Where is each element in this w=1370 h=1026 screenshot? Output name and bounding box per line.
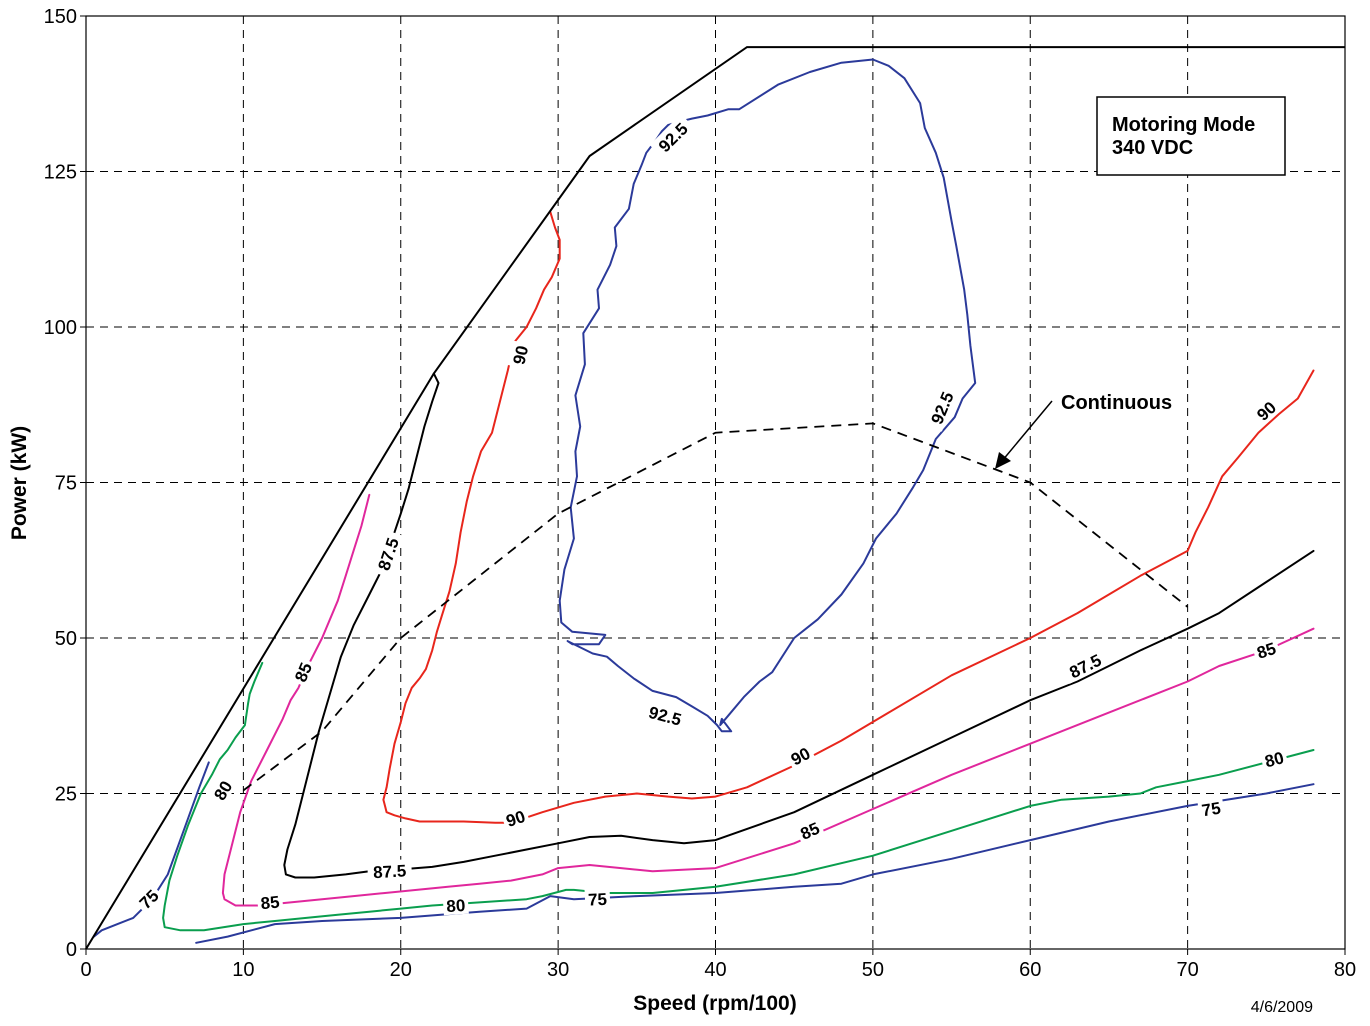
contour-label-halo xyxy=(500,803,531,831)
contour-label-halo xyxy=(370,529,404,578)
continuous-arrow-head xyxy=(995,452,1011,469)
contour-label-group-75-3: 75 xyxy=(1197,796,1225,821)
contour-label-halo xyxy=(207,774,238,806)
x-tick-label-60: 60 xyxy=(1019,959,1041,981)
x-tick-label-50: 50 xyxy=(862,959,884,981)
mode-box-line1: Motoring Mode xyxy=(1112,114,1255,136)
contour-label-90: 90 xyxy=(510,344,533,367)
contour-label-halo xyxy=(1060,646,1110,684)
mode-box-frame xyxy=(1096,96,1286,176)
contour-label-halo xyxy=(1250,636,1281,663)
continuous-label: Continuous xyxy=(1061,392,1172,414)
contour-label-75: 75 xyxy=(1200,799,1222,821)
contour-label-halo xyxy=(641,699,690,731)
efficiency-contours xyxy=(92,58,1315,944)
contour-label-group-85-4: 85 xyxy=(1250,636,1281,663)
x-tick-label-10: 10 xyxy=(232,959,254,981)
contour-label-group-87-5-2: 87.5 xyxy=(367,859,413,882)
contour-labels: 75 75758080808585858587.587.587.590909090… xyxy=(132,114,1289,916)
contour-label-80: 80 xyxy=(1263,748,1286,771)
x-tick-label-30: 30 xyxy=(547,959,569,981)
plot-frame xyxy=(80,15,1346,955)
contour-label-group-90-2: 90 xyxy=(500,803,531,831)
contour-label-group-80-3: 80 xyxy=(1259,745,1289,772)
mode-box-line2: 340 VDC xyxy=(1112,137,1193,159)
peak-envelope-line xyxy=(85,46,1345,950)
contour-label-90: 90 xyxy=(504,807,528,831)
contour-label-halo xyxy=(794,815,825,845)
peak-envelope xyxy=(85,46,1345,950)
y-tick-label-150: 150 xyxy=(44,6,77,28)
contour-label-75: 75 xyxy=(588,890,608,910)
contour-label-80: 80 xyxy=(446,896,466,916)
contour-label-85: 85 xyxy=(260,893,281,914)
contour-90-segment-1 xyxy=(382,210,1315,824)
contour-label-halo xyxy=(288,656,317,688)
contour-label-halo xyxy=(132,882,165,915)
x-tick-label-40: 40 xyxy=(704,959,726,981)
y-tick-label-50: 50 xyxy=(55,628,77,650)
contour-label-halo xyxy=(584,887,611,909)
contour-92-5-segment-1 xyxy=(558,58,977,733)
date-stamp: 4/6/2009 xyxy=(1251,999,1313,1016)
tick-labels: 0 10 20 30 40 50 60 70 80 0 25 50 75 100 125 150 xyxy=(44,6,1357,981)
contour-80-segment-1 xyxy=(162,661,1315,932)
contour-label-halo xyxy=(1259,745,1289,772)
y-axis-title: Power (kW) xyxy=(8,426,31,540)
x-tick-label-80: 80 xyxy=(1334,959,1356,981)
continuous-arrow-line xyxy=(1001,400,1053,462)
contour-label-halo xyxy=(506,340,532,370)
x-tick-label-0: 0 xyxy=(80,959,91,981)
contour-label-halo xyxy=(784,740,816,770)
y-tick-label-75: 75 xyxy=(55,473,77,495)
contour-label-halo xyxy=(442,893,469,916)
contour-label-halo xyxy=(1249,394,1282,427)
x-tick-label-20: 20 xyxy=(390,959,412,981)
contour-label-85: 85 xyxy=(1255,639,1279,663)
contour-label-group-75-2: 75 xyxy=(584,887,611,910)
contour-85-segment-1 xyxy=(221,493,1315,907)
continuous-annotation: Continuous xyxy=(995,392,1172,469)
contour-label-87-5: 87.5 xyxy=(373,861,407,882)
contour-label-group-90-1: 90 xyxy=(506,340,533,370)
contour-label-halo xyxy=(649,114,695,160)
contour-75-segment-2 xyxy=(195,783,1315,944)
y-tick-label-0: 0 xyxy=(66,939,77,961)
contour-label-group-85-2: 85 xyxy=(256,890,284,914)
y-tick-label-25: 25 xyxy=(55,784,77,806)
contour-label-halo xyxy=(923,383,959,432)
x-axis-title: Speed (rpm/100) xyxy=(633,992,796,1015)
contour-label-halo xyxy=(256,890,284,913)
contour-label-halo xyxy=(367,859,413,882)
mode-box: Motoring Mode 340 VDC xyxy=(1096,96,1286,176)
contour-label-group-80-2: 80 xyxy=(442,893,469,916)
x-tick-label-70: 70 xyxy=(1177,959,1199,981)
y-tick-label-100: 100 xyxy=(44,317,77,339)
contour-label-halo xyxy=(1197,796,1225,820)
y-tick-label-125: 125 xyxy=(44,162,77,184)
